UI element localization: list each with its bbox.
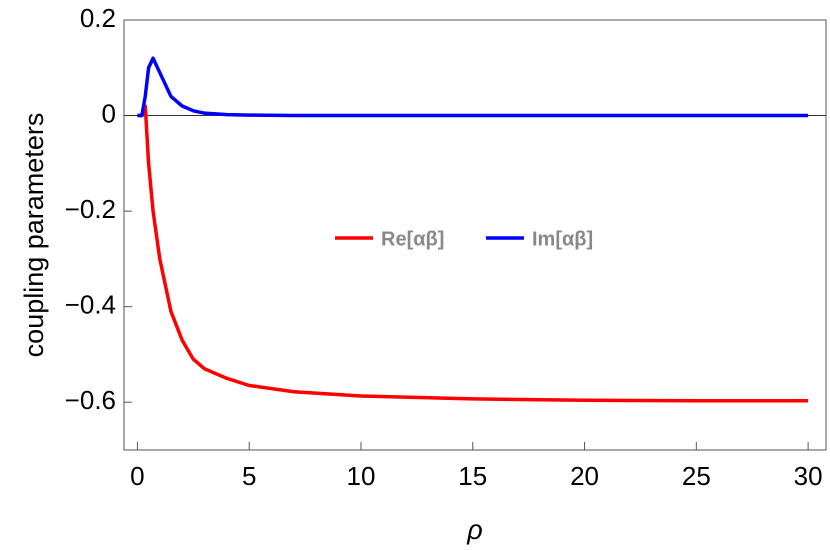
x-axis-label: ρ [466,515,482,545]
data-line [137,56,809,118]
y-tick-label: −0.6 [65,385,116,415]
x-tick-label: 15 [458,461,487,491]
y-axis-label: coupling parameters [19,113,49,358]
y-tick-label: −0.4 [65,290,116,320]
x-tick-label: 25 [682,461,711,491]
x-tick-label: 30 [794,461,823,491]
legend-label: Re[αβ] [381,228,444,250]
x-tick-label: 5 [242,461,256,491]
x-tick-label: 0 [130,461,144,491]
y-tick-label: −0.2 [65,194,116,224]
y-tick-label: 0.2 [80,3,116,33]
plot-frame [123,19,827,451]
legend-label: Im[αβ] [532,228,593,250]
data-line [137,104,809,403]
y-tick-label: 0 [102,98,116,128]
x-tick-label: 20 [570,461,599,491]
x-tick-label: 10 [347,461,376,491]
